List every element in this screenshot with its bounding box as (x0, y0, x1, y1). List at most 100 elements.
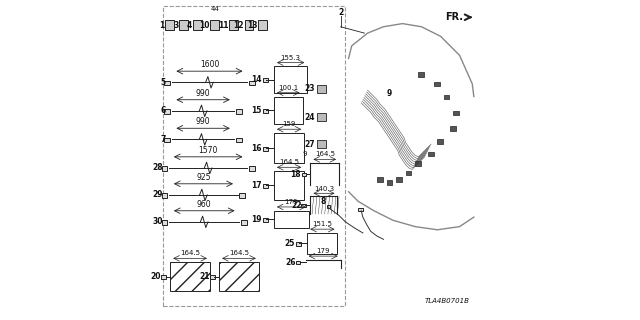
Text: 7: 7 (160, 135, 166, 144)
Bar (170, 262, 210, 291)
Bar (387, 180, 392, 185)
Bar (406, 171, 412, 175)
Text: 29: 29 (152, 190, 163, 199)
Text: 1: 1 (159, 21, 164, 30)
Bar (161, 275, 166, 279)
Text: 164.5: 164.5 (180, 251, 200, 256)
Text: 4: 4 (187, 21, 192, 30)
Text: 1600: 1600 (200, 60, 219, 69)
Bar (296, 261, 301, 264)
Bar (236, 109, 242, 114)
Text: 21: 21 (199, 272, 210, 281)
Bar (262, 108, 268, 113)
Bar (193, 20, 202, 30)
Text: 20: 20 (150, 272, 161, 281)
Text: 19: 19 (251, 215, 261, 224)
Bar (274, 67, 307, 93)
Text: 2: 2 (338, 8, 343, 17)
Text: 990: 990 (196, 89, 211, 98)
Text: FR.: FR. (445, 12, 463, 22)
Text: 8: 8 (321, 197, 326, 206)
Text: 18: 18 (291, 170, 301, 179)
Bar (274, 211, 309, 228)
Text: 140.3: 140.3 (314, 186, 334, 192)
Bar (296, 242, 301, 246)
Text: 960: 960 (197, 200, 212, 209)
Text: 155.3: 155.3 (281, 55, 301, 61)
Text: 16: 16 (251, 144, 261, 153)
Text: 10: 10 (199, 21, 210, 30)
Bar (450, 126, 456, 131)
Bar (162, 220, 168, 225)
Text: 151.5: 151.5 (312, 221, 332, 227)
Bar (164, 138, 170, 142)
Text: 990: 990 (196, 117, 211, 126)
Text: 179: 179 (285, 199, 298, 205)
Text: 11: 11 (218, 21, 228, 30)
Bar (239, 193, 245, 198)
Bar (274, 133, 304, 163)
Text: 17: 17 (251, 181, 261, 190)
Text: 15: 15 (251, 106, 261, 115)
Bar (210, 275, 214, 279)
Text: 9: 9 (303, 151, 307, 157)
Text: 159: 159 (282, 121, 296, 127)
Bar (428, 152, 433, 156)
Bar (262, 147, 268, 151)
Bar (262, 184, 268, 188)
Text: 100.1: 100.1 (278, 85, 298, 91)
Bar (377, 177, 383, 181)
Text: 22: 22 (291, 201, 301, 210)
Bar (317, 140, 326, 148)
Text: 3: 3 (173, 21, 179, 30)
Text: 13: 13 (247, 21, 258, 30)
Bar (249, 81, 255, 85)
Bar (415, 161, 421, 166)
Text: 164.5: 164.5 (315, 151, 335, 157)
Text: 925: 925 (196, 172, 211, 181)
Bar (274, 171, 304, 200)
Text: 5: 5 (161, 78, 166, 87)
Text: 25: 25 (284, 239, 294, 248)
Bar (164, 81, 170, 85)
Text: 28: 28 (152, 164, 163, 172)
Text: 1570: 1570 (198, 146, 218, 155)
Text: 24: 24 (305, 113, 316, 122)
Bar (249, 166, 255, 171)
Text: 30: 30 (152, 217, 163, 226)
Bar (301, 204, 305, 207)
Text: 27: 27 (305, 140, 316, 148)
Text: 164.5: 164.5 (279, 159, 299, 165)
Text: 12: 12 (234, 21, 244, 30)
Text: TLA4B0701B: TLA4B0701B (424, 298, 469, 304)
Bar (165, 20, 174, 30)
Bar (307, 233, 337, 253)
Bar (219, 262, 259, 291)
Bar (162, 193, 168, 198)
Bar (437, 139, 443, 143)
Bar (453, 110, 459, 115)
Bar (302, 173, 307, 177)
Bar (162, 166, 168, 171)
Text: 14: 14 (251, 76, 261, 84)
Bar (236, 138, 242, 142)
Bar (434, 82, 440, 86)
Bar (163, 6, 346, 306)
Bar (444, 95, 449, 99)
Text: 6: 6 (160, 106, 166, 115)
Text: 26: 26 (285, 258, 296, 267)
Bar (358, 208, 363, 212)
Bar (317, 113, 326, 121)
Bar (317, 85, 326, 93)
Bar (164, 109, 170, 114)
Bar (274, 97, 303, 124)
Text: 23: 23 (305, 84, 316, 93)
Text: 179: 179 (316, 248, 330, 254)
Bar (419, 72, 424, 77)
Text: 164.5: 164.5 (229, 251, 249, 256)
Bar (262, 218, 268, 222)
Bar (259, 20, 268, 30)
Bar (179, 20, 188, 30)
Bar (229, 20, 238, 30)
Text: 44: 44 (211, 5, 220, 12)
